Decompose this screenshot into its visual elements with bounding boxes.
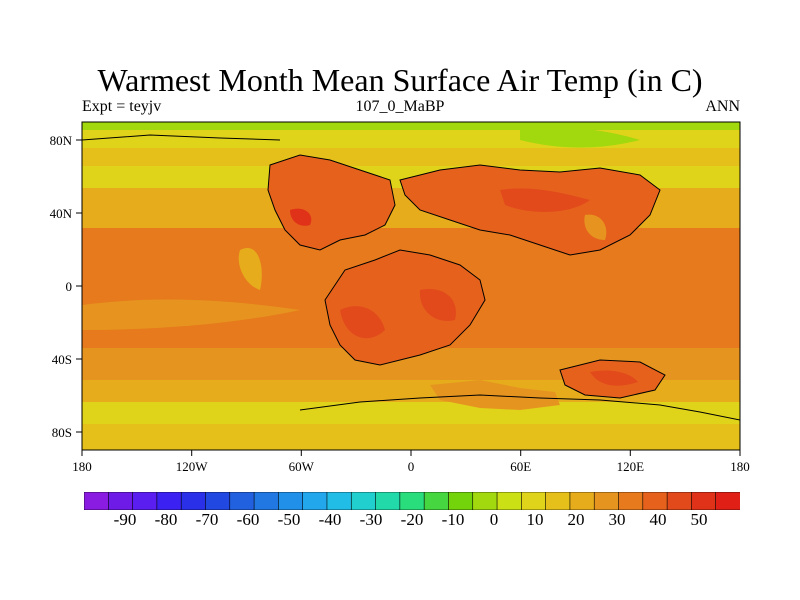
- coastline-gondwana: [324, 249, 486, 366]
- colorbar-label: 30: [608, 510, 626, 529]
- colorbar-swatch: [253, 491, 280, 511]
- colorbar-label: 0: [489, 510, 499, 529]
- colorbar-swatch: [666, 491, 693, 511]
- y-tick-label: 0: [66, 279, 73, 294]
- north-america-fill: [268, 155, 395, 250]
- coastline-antarctica: [299, 394, 740, 421]
- colorbar-label: 40: [649, 510, 667, 529]
- colorbar-swatch: [691, 491, 717, 511]
- arctic-cool-patch: [520, 127, 640, 148]
- north-america-hotspot: [290, 208, 312, 226]
- band-arctic: [82, 130, 740, 148]
- experiment-label: Expt = teyjv: [82, 98, 162, 115]
- time-label: 107_0_MaBP: [355, 98, 445, 115]
- band-antarctic: [82, 424, 740, 450]
- colorbar-swatch: [229, 491, 255, 511]
- colorbar-label: -10: [441, 510, 465, 529]
- coastline-arctic: [82, 134, 281, 141]
- colorbar-label: -70: [195, 510, 219, 529]
- colorbar-swatch: [326, 491, 353, 511]
- colorbar-label: -90: [113, 510, 137, 529]
- colorbar-label: -50: [277, 510, 301, 529]
- colorbar-swatch: [472, 491, 498, 511]
- band-north-pole: [82, 122, 740, 130]
- y-tick-label: 40N: [50, 206, 73, 221]
- colorbar-swatch: [399, 491, 425, 511]
- x-tick-label: 120E: [617, 459, 645, 474]
- colorbar-swatch: [156, 491, 182, 511]
- east-asia-cooler: [584, 214, 607, 240]
- x-tick-label: 0: [408, 459, 415, 474]
- y-tick-label: 80N: [50, 133, 73, 148]
- colorbar-swatch: [569, 491, 596, 511]
- colorbar-swatch: [350, 491, 377, 511]
- colorbar-swatch: [593, 491, 620, 511]
- axis-ticks: [76, 139, 741, 456]
- colorbar-swatch: [132, 491, 158, 511]
- colorbar-swatch: [302, 491, 328, 511]
- colorbar-label: -20: [400, 510, 424, 529]
- colorbar-swatch: [496, 491, 523, 511]
- colorbar-label: 50: [690, 510, 708, 529]
- colorbar-swatch: [423, 491, 450, 511]
- colorbar-swatch: [278, 491, 304, 511]
- colorbar-label: 10: [526, 510, 544, 529]
- map-fill: [82, 122, 740, 450]
- colorbar-swatch: [83, 491, 110, 511]
- colorbar-label: -80: [154, 510, 178, 529]
- colorbar-label: -60: [236, 510, 260, 529]
- colorbar-swatch: [715, 491, 741, 511]
- coastline-north-america: [267, 154, 396, 251]
- season-label: ANN: [705, 98, 740, 115]
- x-tick-label: 60W: [289, 459, 315, 474]
- colorbar-swatch: [448, 491, 474, 511]
- y-tick-label: 80S: [52, 425, 72, 440]
- south-america-hotspot: [340, 306, 385, 339]
- africa-hotspot: [419, 289, 456, 321]
- colorbar-swatch: [180, 491, 207, 511]
- colorbar-label: -30: [359, 510, 383, 529]
- x-tick-label: 180: [72, 459, 92, 474]
- colorbar-label: 20: [567, 510, 585, 529]
- axis-labels: 180 120W 60W 0 60E 120E 180 80N 40N 0 40…: [50, 133, 750, 474]
- coastline-australia: [559, 359, 666, 399]
- map-title: Warmest Month Mean Surface Air Temp (in …: [97, 62, 703, 98]
- antarctic-margin: [430, 380, 560, 410]
- colorbar: [83, 491, 741, 515]
- colorbar-swatch: [107, 491, 134, 511]
- coastlines: [82, 134, 740, 421]
- colorbar-swatch: [521, 491, 547, 511]
- band-north-high: [82, 148, 740, 166]
- x-tick-label: 180: [730, 459, 750, 474]
- eurasia-hotspot: [500, 188, 590, 212]
- colorbar-swatch: [545, 491, 571, 511]
- australia-hotspot: [590, 370, 638, 386]
- coastline-eurasia: [399, 164, 661, 256]
- colorbar-swatch: [618, 491, 644, 511]
- x-tick-label: 120W: [176, 459, 209, 474]
- ocean-warm-patch: [238, 248, 262, 290]
- y-tick-label: 40S: [52, 352, 72, 367]
- colorbar-swatch: [642, 491, 668, 511]
- x-tick-label: 60E: [510, 459, 531, 474]
- band-south-high: [82, 402, 740, 424]
- colorbar-label: -40: [318, 510, 342, 529]
- colorbar-swatch: [375, 491, 401, 511]
- colorbar-swatch: [205, 491, 231, 511]
- ocean-cool-tongue-west: [82, 299, 300, 330]
- colorbar-swatches: [83, 491, 741, 511]
